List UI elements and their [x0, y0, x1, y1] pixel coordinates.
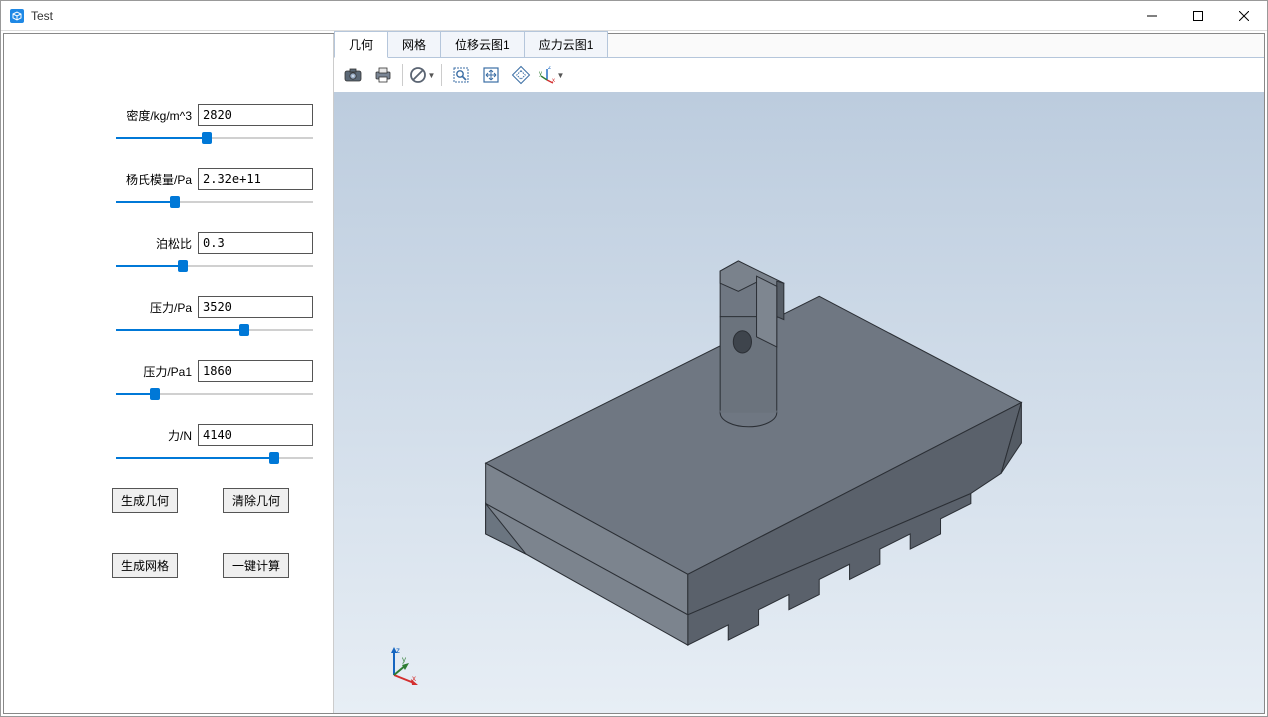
- window-title: Test: [31, 9, 1129, 23]
- param-row: 泊松比: [24, 232, 313, 254]
- app-window: Test 密度/kg/m^3 杨氏模量/Pa 泊松比压力/Pa 压力/Pa1 力/N 生…: [0, 0, 1268, 717]
- svg-text:x: x: [552, 78, 555, 84]
- svg-text:y: y: [402, 655, 406, 664]
- close-button[interactable]: [1221, 1, 1267, 31]
- param-row: 压力/Pa: [24, 296, 313, 318]
- param-label: 压力/Pa1: [143, 363, 192, 380]
- param-slider[interactable]: [116, 258, 313, 274]
- toolbar-separator: [402, 64, 403, 86]
- param-label: 力/N: [168, 427, 192, 444]
- param-slider[interactable]: [116, 450, 313, 466]
- no-entry-icon[interactable]: ▼: [407, 61, 437, 89]
- minimize-button[interactable]: [1129, 1, 1175, 31]
- zoom-window-icon[interactable]: [446, 61, 476, 89]
- tab[interactable]: 应力云图1: [524, 31, 609, 57]
- camera-icon[interactable]: [338, 61, 368, 89]
- one-click-calc-button[interactable]: 一键计算: [223, 553, 289, 578]
- select-extent-icon[interactable]: [506, 61, 536, 89]
- window-controls: [1129, 1, 1267, 31]
- titlebar: Test: [1, 1, 1267, 31]
- tab[interactable]: 网格: [387, 31, 441, 57]
- param-input[interactable]: [198, 424, 313, 446]
- viewport-3d[interactable]: z x y: [334, 92, 1264, 713]
- param-slider[interactable]: [116, 386, 313, 402]
- param-input[interactable]: [198, 232, 313, 254]
- sidebar: 密度/kg/m^3 杨氏模量/Pa 泊松比压力/Pa 压力/Pa1 力/N 生成几何 清…: [4, 34, 334, 713]
- param-label: 压力/Pa: [150, 299, 192, 316]
- axis-mode-icon[interactable]: z x y ▼: [536, 61, 566, 89]
- svg-text:y: y: [539, 71, 542, 77]
- param-input[interactable]: [198, 168, 313, 190]
- svg-text:z: z: [548, 66, 551, 71]
- print-icon[interactable]: [368, 61, 398, 89]
- app-icon: [9, 8, 25, 24]
- toolbar-separator: [441, 64, 442, 86]
- svg-text:x: x: [412, 674, 416, 683]
- main-area: 几何网格位移云图1应力云图1: [334, 34, 1264, 713]
- param-input[interactable]: [198, 296, 313, 318]
- param-row: 压力/Pa1: [24, 360, 313, 382]
- tab[interactable]: 位移云图1: [440, 31, 525, 57]
- param-label: 密度/kg/m^3: [126, 107, 192, 124]
- tab-bar: 几何网格位移云图1应力云图1: [334, 34, 1264, 58]
- model-render: [334, 92, 1264, 713]
- toolbar: ▼: [334, 58, 1264, 92]
- dropdown-arrow-icon: ▼: [557, 71, 565, 80]
- tab[interactable]: 几何: [334, 31, 388, 58]
- clear-geometry-button[interactable]: 清除几何: [223, 488, 289, 513]
- param-input[interactable]: [198, 360, 313, 382]
- param-row: 杨氏模量/Pa: [24, 168, 313, 190]
- param-label: 泊松比: [156, 235, 192, 252]
- param-row: 密度/kg/m^3: [24, 104, 313, 126]
- param-slider[interactable]: [116, 194, 313, 210]
- generate-geometry-button[interactable]: 生成几何: [112, 488, 178, 513]
- dropdown-arrow-icon: ▼: [428, 71, 436, 80]
- param-label: 杨氏模量/Pa: [126, 171, 192, 188]
- maximize-button[interactable]: [1175, 1, 1221, 31]
- param-input[interactable]: [198, 104, 313, 126]
- axis-triad-icon: z x y: [382, 645, 422, 685]
- content: 密度/kg/m^3 杨氏模量/Pa 泊松比压力/Pa 压力/Pa1 力/N 生成几何 清…: [3, 33, 1265, 714]
- fit-view-icon[interactable]: [476, 61, 506, 89]
- generate-mesh-button[interactable]: 生成网格: [112, 553, 178, 578]
- param-slider[interactable]: [116, 322, 313, 338]
- param-slider[interactable]: [116, 130, 313, 146]
- svg-text:z: z: [396, 646, 400, 655]
- param-row: 力/N: [24, 424, 313, 446]
